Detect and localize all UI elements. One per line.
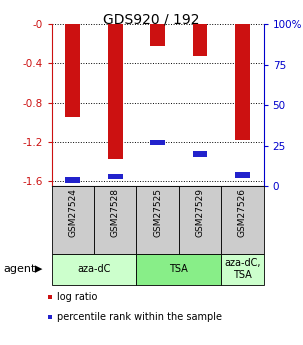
- Bar: [108, 24, 123, 159]
- Bar: [193, 24, 208, 56]
- Bar: [48, 295, 52, 299]
- Text: percentile rank within the sample: percentile rank within the sample: [57, 312, 222, 322]
- Bar: [94, 186, 136, 254]
- Bar: [136, 254, 221, 285]
- Bar: [136, 186, 179, 254]
- Text: aza-dC: aza-dC: [77, 264, 111, 274]
- Bar: [221, 186, 264, 254]
- Bar: [193, 151, 208, 157]
- Text: GSM27525: GSM27525: [153, 188, 162, 237]
- Text: GSM27529: GSM27529: [195, 188, 205, 237]
- Bar: [65, 24, 80, 117]
- Bar: [221, 254, 264, 285]
- Text: GSM27526: GSM27526: [238, 188, 247, 237]
- Text: GSM27528: GSM27528: [111, 188, 120, 237]
- Text: GSM27524: GSM27524: [68, 188, 77, 237]
- Bar: [48, 315, 52, 319]
- Text: aza-dC,
TSA: aza-dC, TSA: [224, 258, 261, 280]
- Bar: [108, 174, 123, 179]
- Bar: [150, 24, 165, 46]
- Bar: [150, 140, 165, 145]
- Text: TSA: TSA: [169, 264, 188, 274]
- Bar: [235, 172, 250, 178]
- Polygon shape: [35, 265, 42, 273]
- Text: GDS920 / 192: GDS920 / 192: [103, 12, 200, 26]
- Text: agent: agent: [3, 264, 35, 274]
- Bar: [52, 254, 136, 285]
- Bar: [52, 186, 94, 254]
- Bar: [235, 24, 250, 140]
- Bar: [179, 186, 221, 254]
- Text: log ratio: log ratio: [57, 292, 97, 302]
- Bar: [65, 177, 80, 183]
